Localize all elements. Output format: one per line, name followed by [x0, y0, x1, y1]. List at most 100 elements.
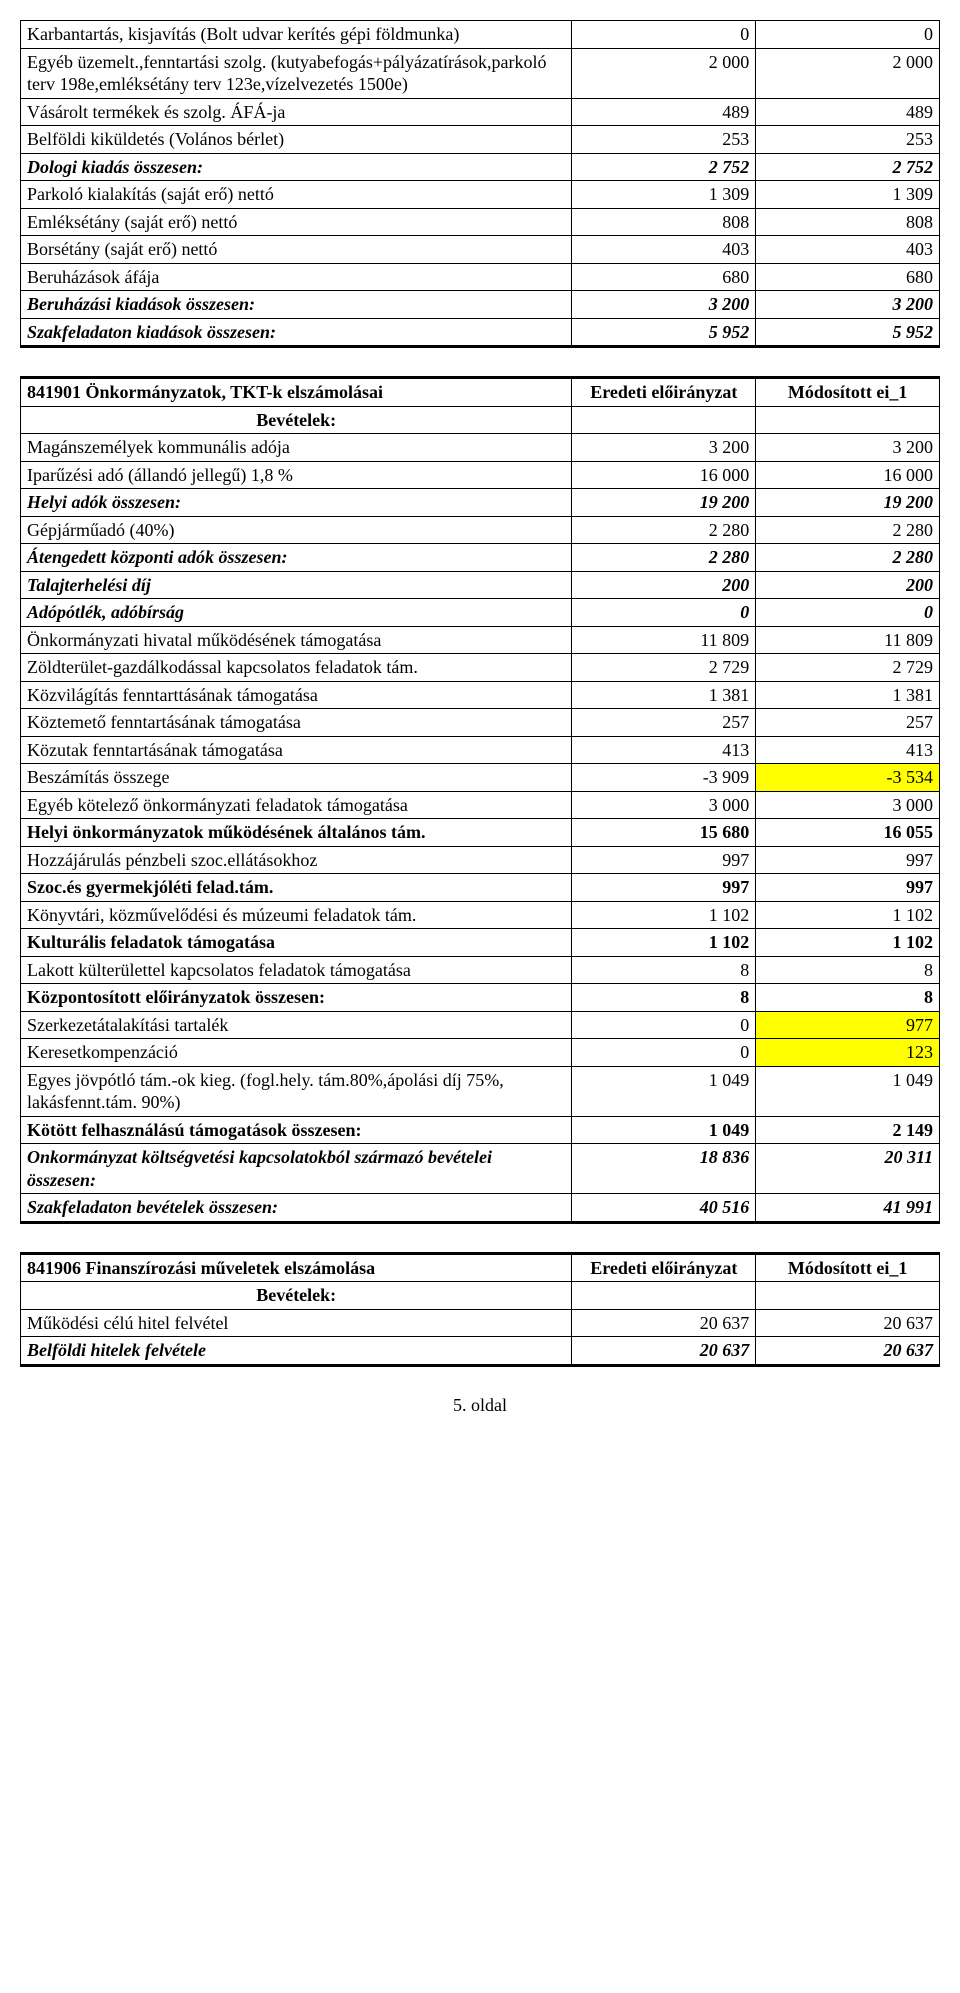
row-label: Beruházási kiadások összesen:: [21, 291, 572, 319]
row-col2: 257: [756, 709, 940, 737]
row-label: Keresetkompenzáció: [21, 1039, 572, 1067]
row-col2: 20 637: [756, 1337, 940, 1366]
row-col2: 2 280: [756, 516, 940, 544]
row-col1: 1 102: [572, 929, 756, 957]
row-label: Egyes jövpótló tám.-ok kieg. (fogl.hely.…: [21, 1066, 572, 1116]
row-col1: 257: [572, 709, 756, 737]
row-col2: 123: [756, 1039, 940, 1067]
row-label: Szoc.és gyermekjóléti felad.tám.: [21, 874, 572, 902]
row-col1: 0: [572, 599, 756, 627]
row-label: Parkoló kialakítás (saját erő) nettó: [21, 181, 572, 209]
table-block-1: Karbantartás, kisjavítás (Bolt udvar ker…: [20, 20, 940, 348]
row-label: Szakfeladaton kiadások összesen:: [21, 318, 572, 347]
row-col1: 18 836: [572, 1144, 756, 1194]
row-label: Szakfeladaton bevételek összesen:: [21, 1194, 572, 1223]
row-label: Egyéb üzemelt.,fenntartási szolg. (kutya…: [21, 48, 572, 98]
row-col1: 680: [572, 263, 756, 291]
row-label: Helyi önkormányzatok működésének általán…: [21, 819, 572, 847]
row-col1: 19 200: [572, 489, 756, 517]
row-col2: 403: [756, 236, 940, 264]
row-col1: 997: [572, 874, 756, 902]
row-col2: 2 000: [756, 48, 940, 98]
row-col1: 20 637: [572, 1337, 756, 1366]
row-col2: 16 055: [756, 819, 940, 847]
row-col2: 1 381: [756, 681, 940, 709]
row-label: Onkormányzat költségvetési kapcsolatokbó…: [21, 1144, 572, 1194]
row-col2: 19 200: [756, 489, 940, 517]
row-label: Helyi adók összesen:: [21, 489, 572, 517]
page-footer: 5. oldal: [20, 1395, 940, 1416]
empty-cell: [756, 1282, 940, 1310]
empty-cell: [756, 406, 940, 434]
row-label: Belföldi kiküldetés (Volános bérlet): [21, 126, 572, 154]
row-col2: 3 200: [756, 434, 940, 462]
row-col2: 11 809: [756, 626, 940, 654]
row-col2: 0: [756, 21, 940, 49]
row-col2: 8: [756, 956, 940, 984]
row-col2: 20 311: [756, 1144, 940, 1194]
row-col2: 2 752: [756, 153, 940, 181]
col-header-1: Eredeti előirányzat: [572, 378, 756, 407]
row-col1: 5 952: [572, 318, 756, 347]
row-col2: 16 000: [756, 461, 940, 489]
row-label: Központosított előirányzatok összesen:: [21, 984, 572, 1012]
row-col2: 1 102: [756, 929, 940, 957]
row-label: Talajterhelési díj: [21, 571, 572, 599]
row-col2: 2 280: [756, 544, 940, 572]
row-col2: 20 637: [756, 1309, 940, 1337]
row-col2: 1 309: [756, 181, 940, 209]
row-label: Borsétány (saját erő) nettó: [21, 236, 572, 264]
row-col1: 15 680: [572, 819, 756, 847]
row-label: Közvilágítás fenntarttásának támogatása: [21, 681, 572, 709]
row-col1: 16 000: [572, 461, 756, 489]
row-col1: 997: [572, 846, 756, 874]
row-label: Önkormányzati hivatal működésének támoga…: [21, 626, 572, 654]
row-label: Iparűzési adó (állandó jellegű) 1,8 %: [21, 461, 572, 489]
row-col1: 8: [572, 984, 756, 1012]
table-title: 841901 Önkormányzatok, TKT-k elszámolása…: [21, 378, 572, 407]
row-col1: 2 280: [572, 516, 756, 544]
empty-cell: [572, 1282, 756, 1310]
table-block-2: 841901 Önkormányzatok, TKT-k elszámolása…: [20, 376, 940, 1224]
row-label: Gépjárműadó (40%): [21, 516, 572, 544]
empty-cell: [572, 406, 756, 434]
row-col1: 0: [572, 21, 756, 49]
row-col1: 200: [572, 571, 756, 599]
row-col2: 3 000: [756, 791, 940, 819]
row-col1: 0: [572, 1039, 756, 1067]
col-header-2: Módosított ei_1: [756, 1253, 940, 1282]
row-col1: 20 637: [572, 1309, 756, 1337]
row-col1: 403: [572, 236, 756, 264]
row-col1: 2 000: [572, 48, 756, 98]
row-col2: 977: [756, 1011, 940, 1039]
row-label: Működési célú hitel felvétel: [21, 1309, 572, 1337]
row-col2: 680: [756, 263, 940, 291]
row-label: Karbantartás, kisjavítás (Bolt udvar ker…: [21, 21, 572, 49]
row-col2: 489: [756, 98, 940, 126]
row-label: Adópótlék, adóbírság: [21, 599, 572, 627]
row-col1: 489: [572, 98, 756, 126]
row-col2: 0: [756, 599, 940, 627]
table-block-3: 841906 Finanszírozási műveletek elszámol…: [20, 1252, 940, 1367]
row-label: Közutak fenntartásának támogatása: [21, 736, 572, 764]
row-label: Kulturális feladatok támogatása: [21, 929, 572, 957]
row-col2: 253: [756, 126, 940, 154]
row-col1: 1 102: [572, 901, 756, 929]
row-col1: 253: [572, 126, 756, 154]
row-label: Emléksétány (saját erő) nettó: [21, 208, 572, 236]
row-label: Köztemető fenntartásának támogatása: [21, 709, 572, 737]
row-col1: 8: [572, 956, 756, 984]
row-label: Zöldterület-gazdálkodással kapcsolatos f…: [21, 654, 572, 682]
row-col2: 2 729: [756, 654, 940, 682]
row-col1: 413: [572, 736, 756, 764]
col-header-1: Eredeti előirányzat: [572, 1253, 756, 1282]
row-col1: 2 752: [572, 153, 756, 181]
row-col1: 3 000: [572, 791, 756, 819]
subheader: Bevételek:: [21, 1282, 572, 1310]
row-col1: 40 516: [572, 1194, 756, 1223]
row-col1: 1 049: [572, 1116, 756, 1144]
subheader: Bevételek:: [21, 406, 572, 434]
row-col2: 5 952: [756, 318, 940, 347]
row-col1: 3 200: [572, 434, 756, 462]
row-col1: 3 200: [572, 291, 756, 319]
